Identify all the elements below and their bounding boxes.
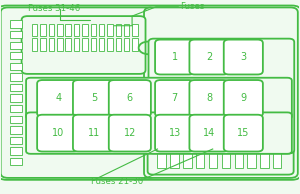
Bar [10,147,22,155]
Text: 14: 14 [203,128,215,138]
Text: 2: 2 [206,52,212,62]
Text: 9: 9 [240,94,246,103]
Bar [132,24,138,36]
Bar [116,24,121,36]
Bar [273,152,281,168]
Bar [65,24,71,36]
Bar [260,152,269,168]
FancyBboxPatch shape [189,115,229,152]
Bar [10,158,22,165]
Bar [10,105,22,112]
Bar [124,24,129,36]
Bar [99,38,104,51]
Bar [10,116,22,123]
FancyBboxPatch shape [37,80,79,117]
FancyBboxPatch shape [155,115,194,152]
Bar [158,152,166,168]
Bar [82,38,88,51]
Bar [170,152,179,168]
Bar [10,126,22,134]
FancyBboxPatch shape [189,80,229,117]
Text: 13: 13 [169,128,181,138]
Bar [57,24,62,36]
Bar [65,38,71,51]
Bar [222,152,230,168]
FancyBboxPatch shape [1,7,156,178]
FancyBboxPatch shape [109,80,151,117]
Text: 8: 8 [206,94,212,103]
Text: 1: 1 [172,52,178,62]
Bar [99,24,104,36]
Bar [57,38,62,51]
Bar [116,38,121,51]
FancyBboxPatch shape [148,146,294,175]
Bar [196,152,204,168]
Text: 3: 3 [240,52,246,62]
Bar [10,20,22,28]
Bar [10,52,22,59]
Text: Fuses 31-46: Fuses 31-46 [28,4,80,13]
FancyBboxPatch shape [37,115,79,152]
FancyBboxPatch shape [109,115,151,152]
Bar [209,152,217,168]
Bar [40,24,46,36]
Bar [40,38,46,51]
Bar [91,38,96,51]
Bar [10,31,22,38]
FancyBboxPatch shape [155,80,194,117]
Text: 4: 4 [55,94,61,103]
Bar [32,24,38,36]
Bar [107,24,113,36]
Bar [49,38,54,51]
Bar [235,152,243,168]
FancyBboxPatch shape [155,40,194,74]
FancyBboxPatch shape [22,16,146,74]
Text: 10: 10 [52,128,64,138]
Text: 7: 7 [172,94,178,103]
Text: Fuses: Fuses [180,2,204,11]
Bar [10,137,22,144]
FancyBboxPatch shape [144,7,298,178]
FancyBboxPatch shape [73,80,115,117]
FancyBboxPatch shape [0,5,300,180]
Bar [49,24,54,36]
Bar [107,38,113,51]
FancyBboxPatch shape [224,115,263,152]
Bar [74,24,79,36]
Bar [10,84,22,91]
FancyBboxPatch shape [224,40,263,74]
Bar [74,38,79,51]
Bar [10,63,22,70]
Text: 11: 11 [88,128,100,138]
FancyBboxPatch shape [189,40,229,74]
Text: 12: 12 [124,128,136,138]
Text: 15: 15 [237,128,250,138]
Text: 6: 6 [127,94,133,103]
Text: 5: 5 [91,94,97,103]
Bar [183,152,191,168]
Text: Fuses 21-30: Fuses 21-30 [91,177,143,186]
Bar [82,24,88,36]
Bar [10,94,22,102]
Bar [10,42,22,49]
Bar [91,24,96,36]
Bar [132,38,138,51]
Bar [10,73,22,81]
Bar [247,152,256,168]
FancyBboxPatch shape [224,80,263,117]
FancyBboxPatch shape [148,39,294,153]
FancyBboxPatch shape [26,112,292,154]
FancyBboxPatch shape [73,115,115,152]
FancyBboxPatch shape [26,78,292,119]
Bar [32,38,38,51]
Bar [124,38,129,51]
